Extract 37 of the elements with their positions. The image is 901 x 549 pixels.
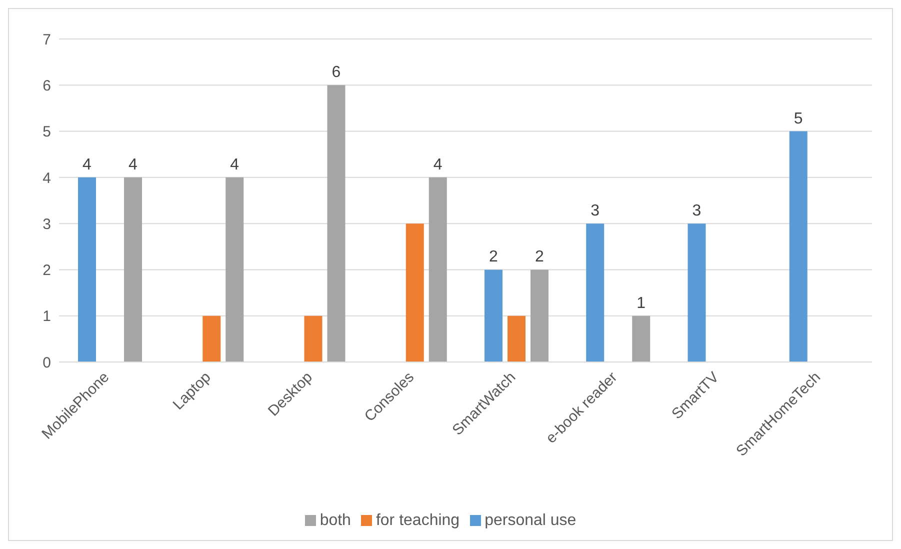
y-tick-label: 5 bbox=[42, 124, 51, 141]
bar bbox=[484, 270, 502, 362]
bar bbox=[406, 224, 424, 362]
bar bbox=[124, 177, 142, 362]
data-label: 6 bbox=[332, 64, 341, 82]
bar bbox=[632, 316, 650, 362]
bar bbox=[508, 316, 526, 362]
data-label: 3 bbox=[692, 202, 702, 220]
bar bbox=[586, 224, 604, 362]
legend-label: for teaching bbox=[376, 512, 460, 529]
data-label: 4 bbox=[230, 156, 240, 174]
data-label: 2 bbox=[535, 248, 544, 266]
data-label: 1 bbox=[636, 294, 646, 312]
data-label: 4 bbox=[82, 156, 92, 174]
bar bbox=[530, 270, 548, 362]
bar bbox=[789, 131, 808, 362]
bar bbox=[226, 177, 244, 362]
y-tick-label: 4 bbox=[42, 170, 51, 187]
bar bbox=[78, 177, 96, 362]
legend-label: personal use bbox=[484, 512, 576, 529]
bar bbox=[688, 224, 706, 362]
data-label: 3 bbox=[590, 202, 600, 220]
bar bbox=[202, 316, 221, 362]
bar bbox=[327, 85, 346, 362]
bar bbox=[428, 177, 447, 362]
legend-label: both bbox=[320, 512, 351, 529]
data-label: 4 bbox=[433, 156, 442, 174]
data-label: 4 bbox=[128, 156, 138, 174]
y-tick-label: 2 bbox=[42, 262, 51, 280]
y-tick-label: 3 bbox=[42, 216, 51, 233]
y-tick-label: 1 bbox=[42, 308, 51, 326]
y-tick-label: 6 bbox=[42, 77, 51, 94]
bar bbox=[304, 316, 322, 362]
y-tick-label: 0 bbox=[42, 354, 51, 372]
data-label: 2 bbox=[489, 248, 498, 266]
y-tick-label: 7 bbox=[42, 31, 51, 48]
data-label: 5 bbox=[794, 110, 803, 128]
